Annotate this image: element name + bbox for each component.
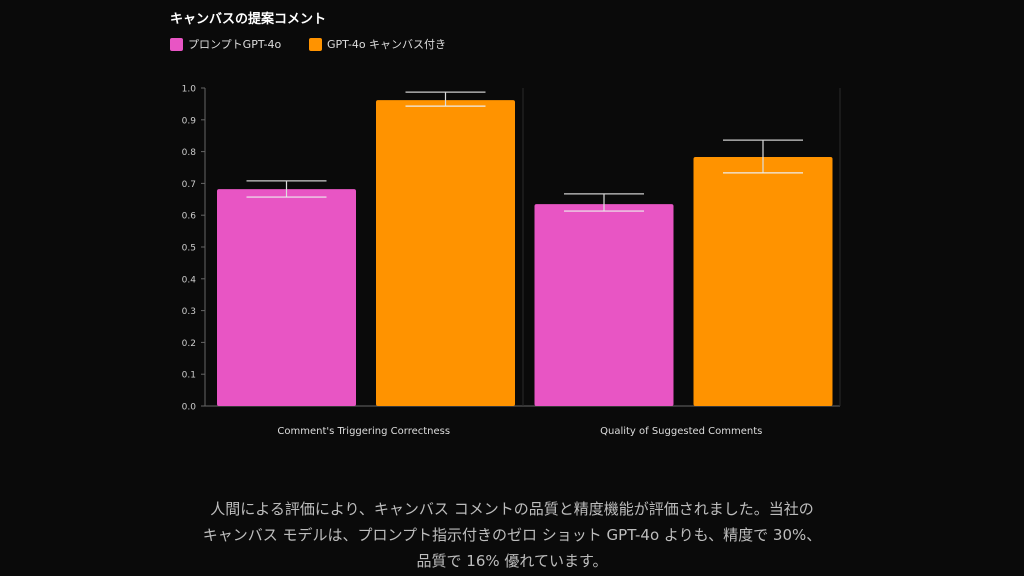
y-tick-label: 1.0	[182, 85, 197, 95]
chart-title: キャンバスの提案コメント	[170, 12, 327, 27]
y-tick-label: 0.2	[182, 339, 196, 349]
y-tick-label: 0.8	[182, 148, 197, 158]
y-tick-label: 0.6	[182, 212, 197, 222]
y-tick-label: 0.0	[182, 403, 197, 413]
y-tick-label: 0.5	[182, 244, 196, 254]
bar	[376, 100, 515, 407]
caption: 人間による評価により、キャンバス コメントの品質と精度機能が評価されました。当社…	[150, 496, 874, 574]
y-tick-label: 0.4	[182, 275, 197, 285]
bar	[534, 204, 674, 406]
legend-item-gpt4o-canvas: GPT-4o キャンバス付き	[309, 36, 446, 52]
y-tick-label: 0.1	[182, 371, 196, 381]
bar	[217, 189, 356, 406]
legend-label: GPT-4o キャンバス付き	[327, 38, 447, 51]
y-tick-label: 0.3	[182, 307, 196, 317]
x-category-label: Comment's Triggering Correctness	[277, 426, 450, 437]
x-category-label: Quality of Suggested Comments	[600, 426, 762, 437]
caption-line: 品質で 16% 優れています。	[416, 552, 608, 570]
caption-line: 人間による評価により、キャンバス コメントの品質と精度機能が評価されました。当社…	[210, 500, 814, 518]
legend-label: プロンプトGPT-4o	[188, 38, 282, 51]
bar-chart: 0.0 0.1 0.2 0.3 0.4 0.5 0.6 0.7 0.8 0.9 1.0 Comment…	[182, 85, 841, 437]
legend-swatch	[309, 37, 322, 51]
y-tick-label: 0.7	[182, 180, 196, 190]
bar	[693, 157, 833, 406]
legend-swatch	[170, 37, 183, 51]
legend-item-prompt-gpt4o: プロンプトGPT-4o	[170, 36, 281, 52]
y-tick-label: 0.9	[182, 116, 197, 126]
caption-line: キャンバス モデルは、プロンプト指示付きのゼロ ショット GPT-4o よりも、…	[202, 526, 822, 544]
